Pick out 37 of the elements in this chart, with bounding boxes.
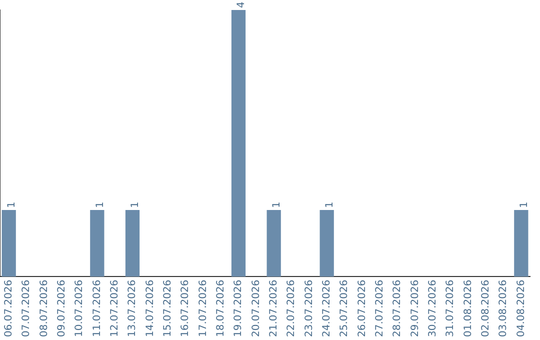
x-tick-label: 20.07.2026 [250, 280, 262, 338]
x-tick-label: 23.07.2026 [304, 280, 315, 338]
x-tick-label: 17.07.2026 [198, 280, 209, 338]
x-tick-label: 19.07.2026 [233, 280, 244, 338]
x-tick-label: 30.07.2026 [427, 280, 438, 338]
x-tick-label: 15.07.2026 [162, 280, 174, 338]
x-tick-label: 31.07.2026 [445, 280, 456, 338]
x-tick-label: 28.07.2026 [392, 280, 404, 338]
x-tick-label: 12.07.2026 [109, 280, 120, 338]
x-tick-label: 18.07.2026 [215, 280, 226, 338]
x-tick-label: 14.07.2026 [144, 280, 156, 338]
x-tick-label: 09.07.2026 [56, 280, 68, 338]
x-tick-label: 11.07.2026 [92, 280, 103, 338]
data-label: 1 [271, 202, 282, 208]
x-tick-label: 04.08.2026 [516, 280, 527, 338]
x-tick-label: 01.08.2026 [462, 280, 474, 338]
x-tick-label: 13.07.2026 [127, 280, 138, 338]
x-tick-label: 22.07.2026 [286, 280, 298, 338]
x-tick-label: 02.08.2026 [480, 280, 492, 338]
x-tick-label: 06.07.2026 [3, 280, 14, 338]
x-tick-label: 16.07.2026 [180, 280, 192, 338]
data-label: 1 [130, 202, 142, 208]
x-tick-label: 21.07.2026 [268, 280, 280, 338]
data-label: 1 [6, 202, 18, 208]
x-tick-label: 26.07.2026 [356, 280, 368, 338]
x-tick-label: 24.07.2026 [321, 280, 332, 338]
x-tick-label: 25.07.2026 [339, 280, 350, 338]
data-label: 1 [518, 202, 530, 208]
x-tick-label: 08.07.2026 [38, 280, 50, 338]
data-label: 4 [236, 2, 248, 8]
data-label: 1 [94, 202, 106, 208]
x-tick-label: 27.07.2026 [374, 280, 386, 338]
x-tick-label: 07.07.2026 [21, 280, 32, 338]
x-tick-label: 03.08.2026 [498, 280, 510, 338]
x-tick-label: 10.07.2026 [74, 280, 86, 338]
data-label: 1 [324, 202, 336, 208]
x-tick-label: 29.07.2026 [410, 280, 421, 338]
